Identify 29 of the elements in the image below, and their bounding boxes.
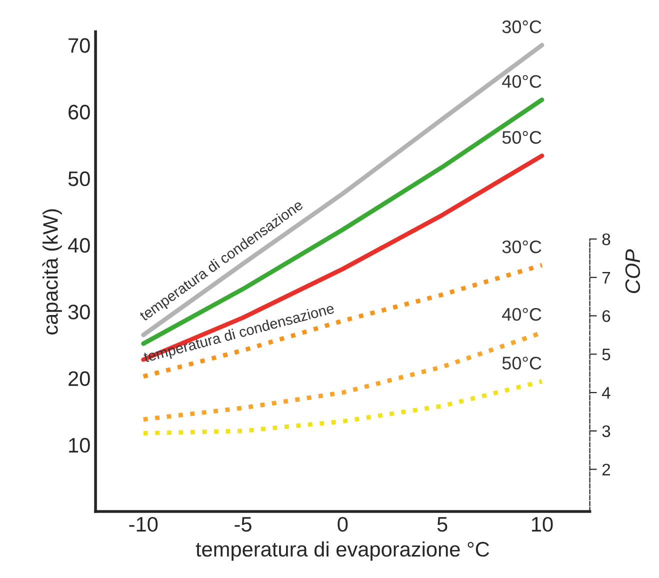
x-tick-label: -10 <box>129 516 158 532</box>
x-tick-label: -5 <box>234 517 252 532</box>
series-label: 50°C <box>502 131 542 144</box>
x-axis-title: temperatura di evaporazione °C <box>196 541 490 561</box>
x-tick-label: 10 <box>532 516 553 532</box>
x-tick-label: 0 <box>338 516 348 532</box>
y2-axis-title: COP <box>625 249 640 294</box>
y-tick-label: 20 <box>68 371 90 386</box>
x-tick-label: 5 <box>437 517 448 532</box>
y-axis-title: capacità (kW) <box>42 209 62 334</box>
y2-tick-label: 4 <box>602 387 610 399</box>
y-tick-label: 50 <box>68 171 90 186</box>
series-label: 30°C <box>502 20 542 34</box>
y2-tick-label: 5 <box>602 348 610 360</box>
y-tick-label: 70 <box>68 38 90 53</box>
y-tick-label: 40 <box>68 238 90 253</box>
series-label: 30°C <box>502 240 542 254</box>
line-series <box>141 379 544 436</box>
y2-tick-label: 6 <box>602 310 610 322</box>
series-label: 40°C <box>502 308 542 321</box>
y2-tick-label: 8 <box>602 233 610 246</box>
y-tick-label: 30 <box>68 304 90 320</box>
y2-tick-label: 3 <box>602 425 610 438</box>
series-label: 50°C <box>502 356 542 370</box>
y-tick-label: 10 <box>69 438 90 453</box>
y-tick-label: 60 <box>68 104 90 120</box>
y2-tick-label: 7 <box>602 272 610 284</box>
series-label: 40°C <box>502 75 542 88</box>
y2-tick-label: 2 <box>602 464 610 476</box>
